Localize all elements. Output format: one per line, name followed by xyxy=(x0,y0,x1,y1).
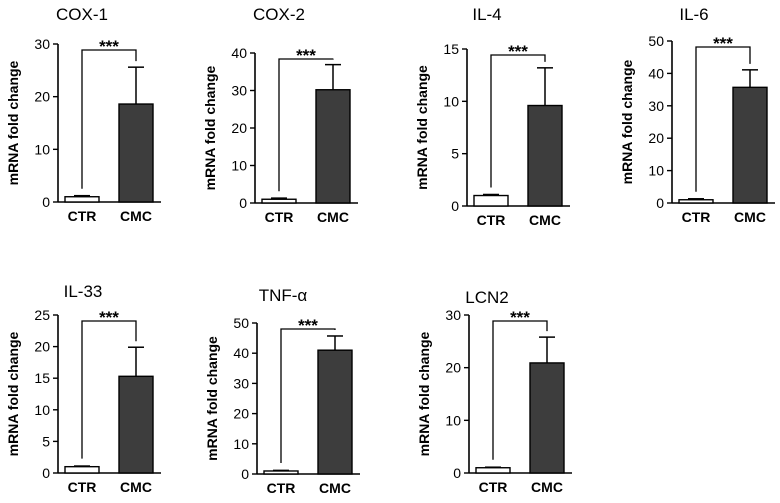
chart-title: TNF-α xyxy=(259,286,308,305)
chart-panel: COX-1 mRNA fold change 0 10 20 30 CTR CMC *** xyxy=(5,5,161,224)
category-label: CMC xyxy=(531,479,563,495)
significance-bracket xyxy=(81,320,137,459)
y-tick-label: 0 xyxy=(241,466,249,482)
bar-cmc xyxy=(315,89,351,204)
y-tick-label: 15 xyxy=(34,370,50,386)
category-label: CMC xyxy=(734,209,766,225)
bar-cmc xyxy=(529,362,565,474)
y-tick-label: 0 xyxy=(239,195,247,211)
y-axis-label: mRNA fold change xyxy=(204,336,220,461)
y-tick-label: 40 xyxy=(231,45,247,61)
bar-ctr xyxy=(64,465,100,474)
y-tick-label: 30 xyxy=(445,307,461,323)
y-tick-label: 0 xyxy=(42,465,50,481)
y-axis-label: mRNA fold change xyxy=(414,65,430,190)
chart-title: LCN2 xyxy=(465,288,508,307)
bar-ctr xyxy=(261,198,297,204)
y-tick-label: 10 xyxy=(34,141,50,157)
y-tick-label: 25 xyxy=(34,307,50,323)
chart-title: IL-4 xyxy=(472,5,501,24)
significance-bracket xyxy=(695,46,751,192)
y-tick-label: 10 xyxy=(34,402,50,418)
y-tick-label: 5 xyxy=(42,433,50,449)
y-tick-label: 0 xyxy=(453,465,461,481)
y-tick-label: 20 xyxy=(648,130,664,146)
bar-cmc xyxy=(118,103,154,203)
category-label: CMC xyxy=(317,209,349,225)
chart-panel: IL-4 mRNA fold change 0 5 10 15 CTR CMC *** xyxy=(414,5,570,228)
y-axis-label: mRNA fold change xyxy=(202,65,218,190)
category-label: CTR xyxy=(682,209,711,225)
y-tick-label: 20 xyxy=(233,406,249,422)
chart-panel: IL-33 mRNA fold change 0 5 10 15 20 25 CTR CMC *** xyxy=(5,282,161,495)
chart-panel: LCN2 mRNA fold change 0 10 20 30 CTR CMC *** xyxy=(416,288,572,495)
significance-bracket xyxy=(490,54,546,188)
y-tick-label: 10 xyxy=(233,436,249,452)
y-tick-label: 50 xyxy=(233,315,249,331)
y-tick-label: 0 xyxy=(656,195,664,211)
y-axis-label: mRNA fold change xyxy=(416,331,432,456)
category-label: CMC xyxy=(120,208,152,224)
category-label: CTR xyxy=(267,480,296,496)
category-label: CMC xyxy=(529,212,561,228)
y-tick-label: 10 xyxy=(445,412,461,428)
category-label: CTR xyxy=(479,479,508,495)
bar-cmc xyxy=(732,86,768,204)
significance-label: *** xyxy=(296,46,316,65)
significance-label: *** xyxy=(99,37,119,56)
y-tick-label: 20 xyxy=(231,120,247,136)
y-axis-label: mRNA fold change xyxy=(619,59,635,184)
category-label: CTR xyxy=(68,208,97,224)
y-tick-label: 50 xyxy=(648,33,664,49)
category-label: CTR xyxy=(265,209,294,225)
y-tick-label: 20 xyxy=(34,89,50,105)
bar-ctr xyxy=(678,199,714,204)
y-axis-label: mRNA fold change xyxy=(5,331,21,456)
chart-panel: IL-6 mRNA fold change 0 10 20 30 40 50 CTR CMC *** xyxy=(619,5,775,225)
y-tick-label: 0 xyxy=(42,194,50,210)
y-tick-label: 10 xyxy=(231,158,247,174)
significance-label: *** xyxy=(713,34,733,53)
y-tick-label: 20 xyxy=(445,360,461,376)
y-tick-label: 10 xyxy=(648,163,664,179)
bar-cmc xyxy=(317,349,353,475)
category-label: CTR xyxy=(68,479,97,495)
chart-title: COX-1 xyxy=(56,5,108,24)
chart-title: IL-33 xyxy=(64,282,103,301)
bar-ctr xyxy=(64,196,100,203)
y-tick-label: 30 xyxy=(233,375,249,391)
significance-bracket xyxy=(280,328,336,463)
chart-panel: TNF-α mRNA fold change 0 10 20 30 40 50 CTR CMC **… xyxy=(204,286,360,496)
y-tick-label: 30 xyxy=(231,83,247,99)
significance-label: *** xyxy=(508,42,528,61)
bar-cmc xyxy=(118,375,154,474)
category-label: CMC xyxy=(120,479,152,495)
category-label: CTR xyxy=(477,212,506,228)
significance-label: *** xyxy=(510,308,530,327)
significance-bracket xyxy=(492,320,548,460)
y-tick-label: 5 xyxy=(451,146,459,162)
y-tick-label: 30 xyxy=(648,98,664,114)
chart-title: COX-2 xyxy=(253,5,305,24)
chart-title: IL-6 xyxy=(679,5,708,24)
y-tick-label: 40 xyxy=(648,65,664,81)
y-tick-label: 20 xyxy=(34,339,50,355)
bar-ctr xyxy=(263,470,299,475)
significance-bracket xyxy=(81,49,137,189)
significance-label: *** xyxy=(99,308,119,327)
bar-cmc xyxy=(527,104,563,207)
bar-ctr xyxy=(473,194,509,207)
significance-label: *** xyxy=(298,316,318,335)
bar-ctr xyxy=(475,467,511,474)
category-label: CMC xyxy=(319,480,351,496)
y-tick-label: 15 xyxy=(443,41,459,57)
y-axis-label: mRNA fold change xyxy=(5,60,21,185)
y-tick-label: 30 xyxy=(34,36,50,52)
y-tick-label: 10 xyxy=(443,93,459,109)
significance-bracket xyxy=(278,58,334,192)
y-tick-label: 40 xyxy=(233,345,249,361)
y-tick-label: 0 xyxy=(451,198,459,214)
chart-panel: COX-2 mRNA fold change 0 10 20 30 40 CTR CMC *** xyxy=(202,5,358,225)
